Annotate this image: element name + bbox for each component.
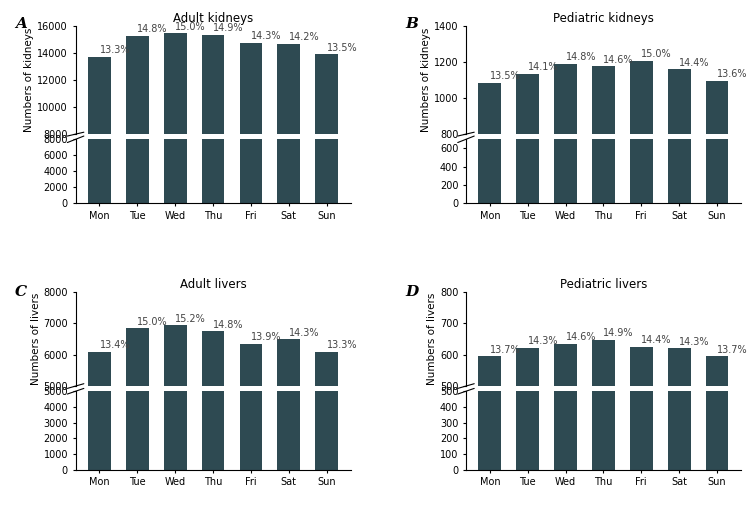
- Bar: [202, 331, 225, 516]
- Bar: [668, 348, 690, 516]
- Bar: [630, 347, 652, 516]
- Text: 13.4%: 13.4%: [100, 340, 130, 350]
- Bar: [315, 92, 338, 203]
- Text: 15.0%: 15.0%: [641, 50, 672, 59]
- Bar: [630, 61, 652, 279]
- Title: Adult livers: Adult livers: [180, 278, 246, 291]
- Title: Adult kidneys: Adult kidneys: [173, 12, 253, 25]
- Text: 14.8%: 14.8%: [213, 320, 243, 330]
- Bar: [240, 370, 262, 470]
- Bar: [705, 356, 728, 516]
- Bar: [88, 351, 111, 516]
- Text: 14.8%: 14.8%: [565, 52, 596, 62]
- Bar: [164, 79, 187, 203]
- Text: 14.9%: 14.9%: [603, 328, 634, 338]
- Bar: [479, 83, 501, 279]
- Bar: [554, 370, 577, 470]
- Bar: [240, 43, 262, 243]
- Bar: [516, 74, 539, 279]
- Bar: [479, 376, 501, 470]
- Bar: [668, 98, 690, 203]
- Bar: [164, 361, 187, 470]
- Text: 13.3%: 13.3%: [327, 340, 357, 350]
- Bar: [126, 36, 149, 243]
- Bar: [126, 362, 149, 470]
- Text: D: D: [405, 284, 419, 299]
- Text: 14.3%: 14.3%: [528, 336, 558, 346]
- Bar: [126, 328, 149, 516]
- Text: 13.5%: 13.5%: [490, 71, 520, 81]
- Text: B: B: [405, 17, 418, 31]
- Bar: [705, 103, 728, 203]
- Bar: [126, 82, 149, 203]
- Text: 13.9%: 13.9%: [251, 332, 281, 342]
- Text: 13.5%: 13.5%: [327, 43, 358, 53]
- Bar: [592, 67, 615, 279]
- Text: 14.3%: 14.3%: [679, 337, 710, 347]
- Bar: [592, 96, 615, 203]
- Title: Pediatric livers: Pediatric livers: [559, 278, 647, 291]
- Text: 14.9%: 14.9%: [213, 23, 243, 33]
- Text: A: A: [15, 17, 27, 31]
- Y-axis label: Numbers of livers: Numbers of livers: [427, 293, 437, 385]
- Text: 13.6%: 13.6%: [717, 69, 748, 79]
- Y-axis label: Numbers of kidneys: Numbers of kidneys: [24, 28, 35, 132]
- Text: 14.6%: 14.6%: [603, 55, 634, 65]
- Bar: [240, 85, 262, 203]
- Bar: [315, 351, 338, 516]
- Y-axis label: Numbers of kidneys: Numbers of kidneys: [421, 28, 431, 132]
- Bar: [88, 374, 111, 470]
- Bar: [592, 340, 615, 516]
- Text: 15.2%: 15.2%: [175, 314, 206, 324]
- Bar: [202, 80, 225, 203]
- Bar: [516, 372, 539, 470]
- Text: 14.2%: 14.2%: [289, 33, 320, 42]
- Bar: [88, 57, 111, 243]
- Bar: [88, 94, 111, 203]
- Text: 13.3%: 13.3%: [100, 45, 130, 55]
- Bar: [592, 368, 615, 470]
- Text: 14.4%: 14.4%: [641, 335, 672, 346]
- Y-axis label: Numbers of livers: Numbers of livers: [30, 293, 41, 385]
- Bar: [315, 374, 338, 470]
- Bar: [630, 372, 652, 470]
- Bar: [516, 100, 539, 203]
- Bar: [668, 372, 690, 470]
- Text: 15.0%: 15.0%: [138, 317, 168, 327]
- Bar: [315, 54, 338, 243]
- Text: 14.3%: 14.3%: [289, 328, 319, 337]
- Bar: [479, 356, 501, 516]
- Bar: [202, 364, 225, 470]
- Bar: [554, 63, 577, 279]
- Bar: [164, 325, 187, 516]
- Bar: [705, 376, 728, 470]
- Bar: [277, 44, 300, 243]
- Bar: [202, 35, 225, 243]
- Bar: [630, 93, 652, 203]
- Title: Pediatric kidneys: Pediatric kidneys: [553, 12, 654, 25]
- Bar: [164, 33, 187, 243]
- Text: 14.3%: 14.3%: [251, 31, 281, 41]
- Bar: [554, 94, 577, 203]
- Text: 14.1%: 14.1%: [528, 62, 558, 72]
- Bar: [516, 348, 539, 516]
- Bar: [277, 339, 300, 516]
- Bar: [240, 344, 262, 516]
- Text: C: C: [15, 284, 27, 299]
- Bar: [554, 344, 577, 516]
- Text: 13.7%: 13.7%: [717, 345, 748, 355]
- Text: 14.8%: 14.8%: [138, 24, 168, 35]
- Bar: [277, 86, 300, 203]
- Text: 14.4%: 14.4%: [679, 58, 710, 68]
- Bar: [705, 81, 728, 279]
- Bar: [277, 368, 300, 470]
- Text: 13.7%: 13.7%: [490, 345, 520, 355]
- Bar: [479, 104, 501, 203]
- Bar: [668, 70, 690, 279]
- Text: 14.6%: 14.6%: [565, 332, 596, 342]
- Text: 15.0%: 15.0%: [175, 22, 206, 31]
